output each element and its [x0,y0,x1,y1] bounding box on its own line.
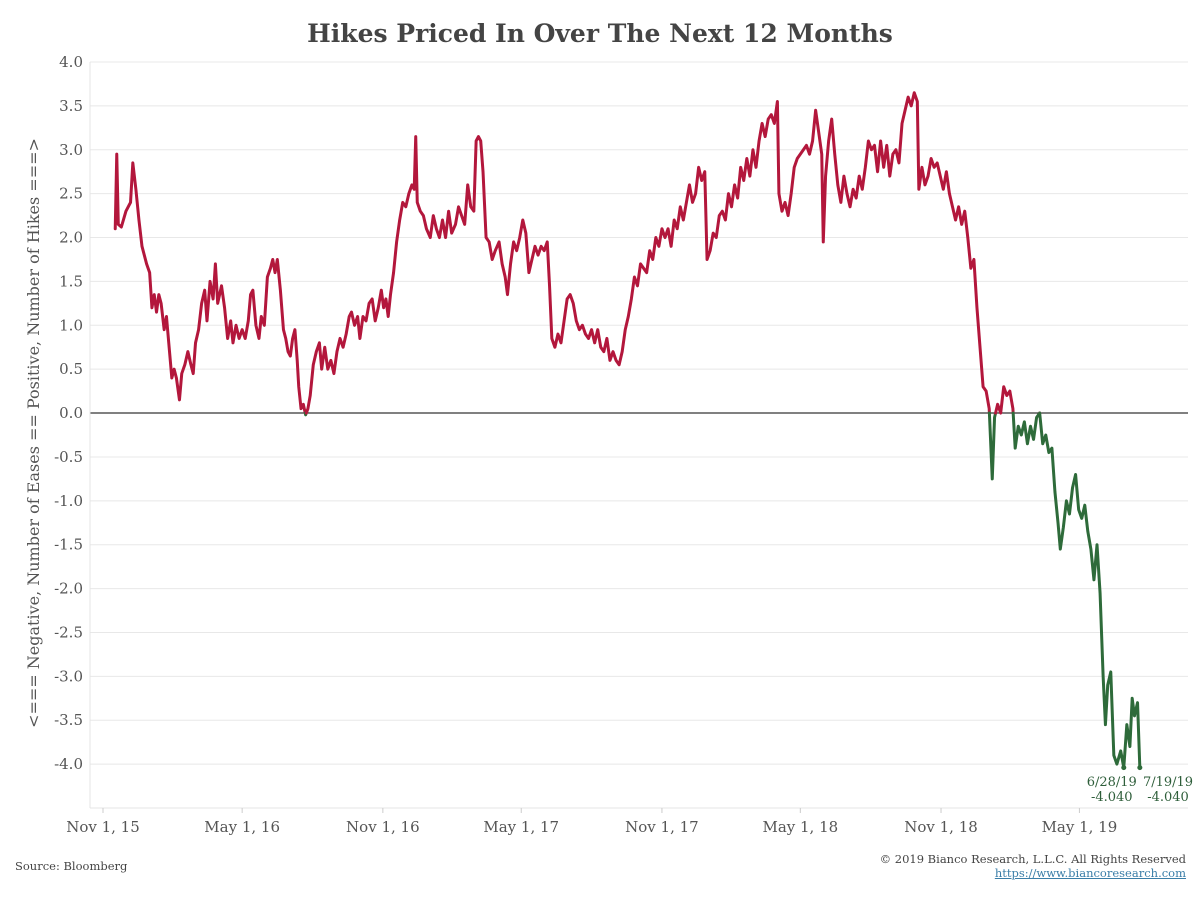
source-note: Source: Bloomberg [15,859,128,873]
annotation-date: 7/19/19 [1143,775,1193,790]
series-line-negative [1011,411,1042,450]
y-tick-label: 3.0 [59,141,83,159]
chart-title: Hikes Priced In Over The Next 12 Months [307,19,893,48]
y-axis-label: <=== Negative, Number of Eases == Positi… [24,138,43,728]
x-tick-label: Nov 1, 16 [346,818,420,836]
annotation-point [1121,765,1127,771]
series-line-positive [304,91,991,415]
y-tick-label: 0.5 [59,360,83,378]
y-tick-label: -3.5 [54,711,83,729]
y-tick-label: -1.0 [54,492,83,510]
y-tick-label: -0.5 [54,448,83,466]
y-tick-label: 4.0 [59,53,83,71]
annotation-date: 6/28/19 [1087,775,1137,790]
y-tick-label: -2.5 [54,623,83,641]
y-tick-label: 2.5 [59,185,83,203]
y-tick-label: -4.0 [54,755,83,773]
annotation-value: -4.040 [1091,790,1133,805]
website-link[interactable]: https://www.biancoresearch.com [994,866,1186,880]
y-tick-label: 1.0 [59,316,83,334]
y-tick-labels: 4.0 3.5 3.0 2.5 2.0 1.5 1.0 0.5 0.0 -0.5 -1.0 -1.5 -… [54,53,83,773]
copyright-note: © 2019 Bianco Research, L.L.C. All Right… [879,852,1186,866]
series-line-positive [113,152,307,415]
series-line [113,91,1142,770]
y-tick-label: -1.5 [54,536,83,554]
y-tick-label: -2.0 [54,580,83,598]
series-line-negative [987,411,998,481]
series-line-negative [1038,411,1142,770]
x-tick-label: May 1, 19 [1042,818,1118,836]
axes [89,62,1188,813]
y-tick-label: -3.0 [54,667,83,685]
x-tick-label: May 1, 17 [483,818,559,836]
x-tick-label: Nov 1, 18 [904,818,978,836]
x-tick-label: May 1, 18 [762,818,838,836]
series-line-positive [994,385,1015,415]
y-tick-label: 0.0 [59,404,83,422]
y-tick-label: 2.0 [59,229,83,247]
x-tick-label: Nov 1, 17 [625,818,699,836]
y-tick-label: 3.5 [59,97,83,115]
x-tick-label: Nov 1, 15 [66,818,140,836]
x-tick-labels: Nov 1, 15 May 1, 16 Nov 1, 16 May 1, 17 Nov … [66,818,1117,836]
y-tick-label: 1.5 [59,272,83,290]
annotation-point [1137,765,1143,771]
x-tick-label: May 1, 16 [204,818,280,836]
annotation-value: -4.040 [1147,790,1189,805]
